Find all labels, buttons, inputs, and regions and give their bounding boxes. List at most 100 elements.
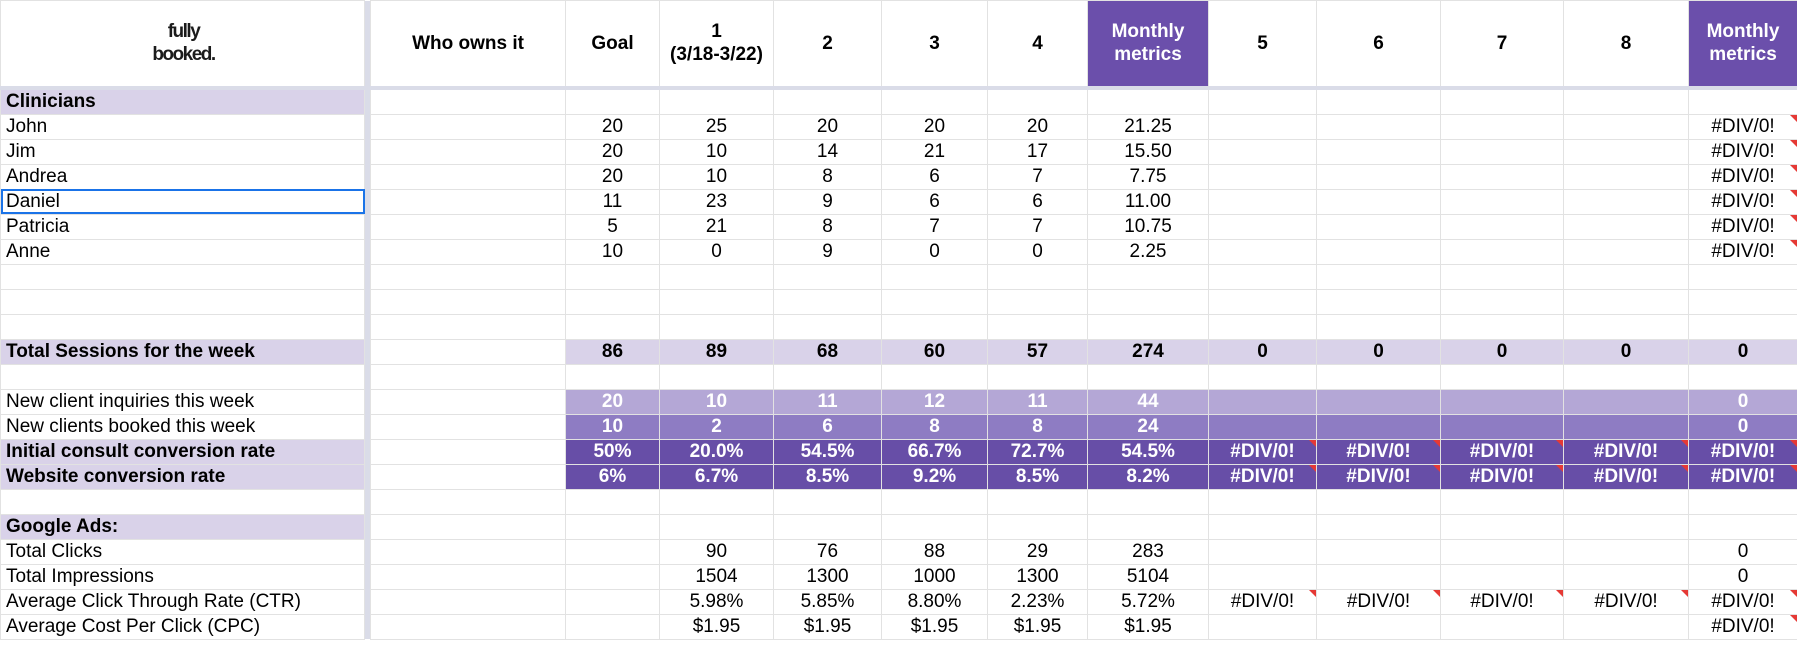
impressions-week1[interactable]: 1504 [659,563,774,590]
inquiries-goal[interactable]: 20 [565,388,660,415]
inquiries-monthly2[interactable]: 0 [1688,388,1797,415]
ctr-week8-error[interactable]: #DIV/0! [1563,588,1689,615]
clinician-name[interactable]: Patricia [0,213,365,240]
cell[interactable] [565,288,660,315]
week6-cell[interactable] [1316,563,1441,590]
section-label-clinicians[interactable]: Clinicians [0,87,365,115]
cell[interactable] [1316,363,1441,390]
booked-week3[interactable]: 8 [881,413,988,440]
owner-cell[interactable] [370,338,566,365]
consult-week3[interactable]: 66.7% [881,438,988,465]
total-monthly2[interactable]: 0 [1688,338,1797,365]
new-booked-label[interactable]: New clients booked this week [0,413,365,440]
week1-cell[interactable]: 10 [659,163,774,190]
cell[interactable] [773,488,882,515]
week5-cell[interactable] [1208,613,1317,640]
week7-cell[interactable] [1440,238,1564,265]
booked-week4[interactable]: 8 [987,413,1088,440]
week4-cell[interactable]: 0 [987,238,1088,265]
header-monthly-metrics-1[interactable]: Monthly metrics [1087,0,1209,90]
week7-cell[interactable] [1440,563,1564,590]
week3-cell[interactable]: 7 [881,213,988,240]
week8-cell[interactable] [1563,213,1689,240]
ctr-week3[interactable]: 8.80% [881,588,988,615]
cell[interactable] [1208,313,1317,340]
clinician-name-selected[interactable]: Daniel [0,188,365,215]
cell[interactable] [773,313,882,340]
cell[interactable] [1688,313,1797,340]
header-goal[interactable]: Goal [565,0,660,90]
total-week6[interactable]: 0 [1316,338,1441,365]
cell[interactable] [0,363,365,390]
monthly2-error-cell[interactable]: #DIV/0! [1688,238,1797,265]
cell[interactable] [987,288,1088,315]
cell[interactable] [881,87,988,115]
cell[interactable] [773,288,882,315]
owner-cell[interactable] [370,138,566,165]
cell[interactable] [1563,488,1689,515]
header-week-1[interactable]: 1 (3/18-3/22) [659,0,774,90]
owner-cell[interactable] [370,163,566,190]
cell[interactable] [1563,263,1689,290]
total-week1[interactable]: 89 [659,338,774,365]
website-week4[interactable]: 8.5% [987,463,1088,490]
monthly2-error-cell[interactable]: #DIV/0! [1688,163,1797,190]
week7-cell[interactable] [1440,613,1564,640]
monthly1-cell[interactable]: 21.25 [1087,113,1209,140]
website-week7-error[interactable]: #DIV/0! [1440,463,1564,490]
cell[interactable] [1563,313,1689,340]
owner-cell[interactable] [370,563,566,590]
cell[interactable] [1316,313,1441,340]
cell[interactable] [1440,288,1564,315]
cell[interactable] [565,363,660,390]
cell[interactable] [881,363,988,390]
booked-monthly2[interactable]: 0 [1688,413,1797,440]
cell[interactable] [881,263,988,290]
week2-cell[interactable]: 14 [773,138,882,165]
week6-cell[interactable] [1316,113,1441,140]
clinician-name[interactable]: Jim [0,138,365,165]
ctr-week7-error[interactable]: #DIV/0! [1440,588,1564,615]
cell[interactable] [1688,363,1797,390]
week3-cell[interactable]: 6 [881,188,988,215]
header-week-7[interactable]: 7 [1440,0,1564,90]
inquiries-monthly1[interactable]: 44 [1087,388,1209,415]
cell[interactable] [1208,363,1317,390]
cpc-week4[interactable]: $1.95 [987,613,1088,640]
cell[interactable] [1563,288,1689,315]
goal-cell[interactable] [565,538,660,565]
week2-cell[interactable]: 8 [773,213,882,240]
cell[interactable] [370,263,566,290]
header-week-5[interactable]: 5 [1208,0,1317,90]
goal-cell[interactable]: 10 [565,238,660,265]
cell[interactable] [1316,87,1441,115]
consult-week1[interactable]: 20.0% [659,438,774,465]
week6-cell[interactable] [1316,538,1441,565]
cell[interactable] [1208,513,1317,540]
clicks-week1[interactable]: 90 [659,538,774,565]
monthly1-cell[interactable]: 7.75 [1087,163,1209,190]
owner-cell[interactable] [370,188,566,215]
consult-week5-error[interactable]: #DIV/0! [1208,438,1317,465]
cell[interactable] [565,313,660,340]
week8-cell[interactable] [1563,188,1689,215]
cell[interactable] [881,313,988,340]
cell[interactable] [773,87,882,115]
ctr-monthly1[interactable]: 5.72% [1087,588,1209,615]
cell[interactable] [987,87,1088,115]
week8-cell[interactable] [1563,563,1689,590]
cell[interactable] [565,87,660,115]
booked-week5[interactable] [1208,413,1317,440]
cell[interactable] [987,263,1088,290]
cell[interactable] [1563,513,1689,540]
goal-cell[interactable]: 11 [565,188,660,215]
cell[interactable] [881,288,988,315]
total-monthly1[interactable]: 274 [1087,338,1209,365]
header-week-3[interactable]: 3 [881,0,988,90]
consult-week6-error[interactable]: #DIV/0! [1316,438,1441,465]
header-week-4[interactable]: 4 [987,0,1088,90]
website-conversion-label[interactable]: Website conversion rate [0,463,365,490]
clinician-name[interactable]: Anne [0,238,365,265]
consult-monthly2-error[interactable]: #DIV/0! [1688,438,1797,465]
cell[interactable] [659,488,774,515]
